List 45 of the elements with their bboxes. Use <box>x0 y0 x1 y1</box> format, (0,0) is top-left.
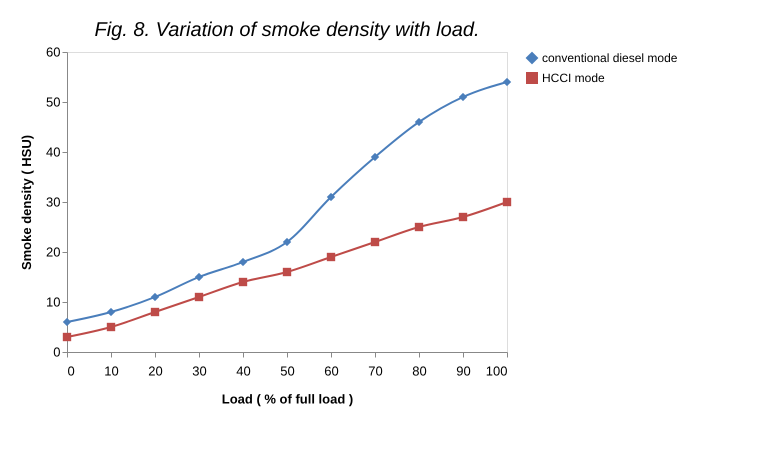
point <box>106 308 116 316</box>
y-tick-label: 10 <box>46 294 60 310</box>
x-tick-label: 100 <box>486 364 508 378</box>
point <box>326 252 336 262</box>
x-tick-label: 20 <box>148 364 163 378</box>
y-tick-label: 50 <box>46 94 60 110</box>
x-tick-label: 80 <box>412 364 427 378</box>
point <box>62 332 72 342</box>
x-tick-label: 30 <box>192 364 207 378</box>
point <box>150 292 160 302</box>
legend-label: conventional diesel mode <box>542 51 678 65</box>
y-tick-label: 60 <box>46 44 60 60</box>
point <box>238 258 248 266</box>
point <box>370 238 380 246</box>
point <box>414 222 424 232</box>
point <box>282 238 292 246</box>
y-axis-title: Smoke density ( HSU) <box>19 134 34 270</box>
point <box>238 278 248 286</box>
point <box>502 198 512 206</box>
x-axis-title: Load ( % of full load ) <box>222 392 354 406</box>
point <box>326 192 336 202</box>
point <box>62 318 72 326</box>
x-tick-label: 10 <box>104 364 119 378</box>
point <box>370 152 380 162</box>
y-tick-label: 0 <box>53 344 60 360</box>
point <box>458 212 468 222</box>
x-tick-label: 0 <box>68 364 75 378</box>
x-tick-label: 90 <box>456 364 471 378</box>
x-tick-label: 60 <box>324 364 339 378</box>
point <box>194 292 204 302</box>
legend-label: HCCI mode <box>542 71 606 85</box>
y-tick-label: 40 <box>46 144 60 160</box>
chart-title: Fig. 8. Variation of smoke density with load. <box>94 19 480 41</box>
point <box>106 322 116 332</box>
x-tick-label: 70 <box>368 364 383 378</box>
point <box>458 92 468 102</box>
point <box>502 78 512 86</box>
y-tick-label: 30 <box>46 194 60 210</box>
point <box>282 268 292 276</box>
x-tick-label: 40 <box>236 364 251 378</box>
x-tick-label: 50 <box>280 364 295 378</box>
point <box>194 272 204 282</box>
y-tick-label: 20 <box>46 244 60 260</box>
point <box>414 118 424 126</box>
point <box>150 308 160 316</box>
